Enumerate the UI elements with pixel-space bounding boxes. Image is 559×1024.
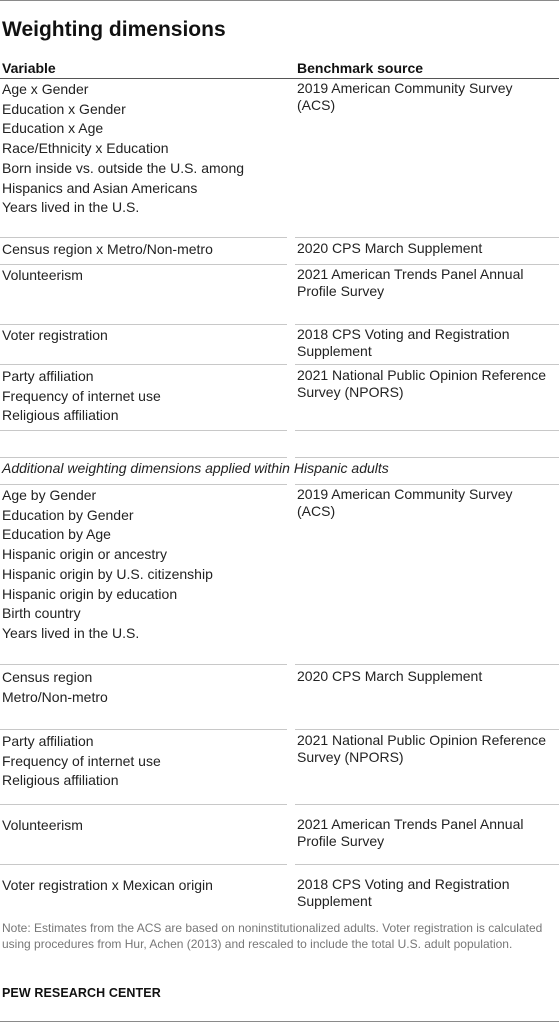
variable-item: Hispanic origin by U.S. citizenship [2,565,213,582]
row-divider [0,430,559,431]
variable-item: Frequency of internet use [2,752,161,769]
variable-item: Frequency of internet use [2,387,161,404]
variable-item: Years lived in the U.S. [2,199,140,216]
bottom-rule [0,1021,559,1022]
variable-item: Volunteerism [2,267,83,283]
top-rule [0,0,559,1]
source-column-header: Benchmark source [297,60,424,76]
table-note: Note: Estimates from the ACS are based o… [2,921,543,951]
variable-item: Voter registration [2,327,108,343]
benchmark-source-cell: 2021 National Public Opinion Reference S… [297,732,547,765]
variable-item: Party affiliation [2,368,94,384]
variable-cell: Party affiliation Frequency of internet u… [2,367,282,426]
benchmark-source-cell: 2018 CPS Voting and Registration Supplem… [297,326,510,359]
row-divider [0,457,559,458]
variable-item: Hispanic origin by education [2,585,178,602]
variable-item: Religious affiliation [2,772,119,789]
variable-item: Census region x Metro/Non-metro [2,241,213,257]
variable-item: Volunteerism [2,817,83,833]
variable-column-header: Variable [2,60,56,76]
variable-cell: Volunteerism [2,816,282,836]
variable-cell: Volunteerism [2,266,282,286]
source-credit: PEW RESEARCH CENTER [2,986,161,1000]
variable-item: Age by Gender [2,487,97,503]
header-rule [0,78,559,79]
benchmark-source-cell: 2020 CPS March Supplement [297,240,483,256]
variable-item: Census region [2,669,93,685]
table-title: Weighting dimensions [2,18,226,41]
row-divider [0,664,559,665]
row-divider [0,264,559,265]
variable-cell: Voter registration [2,326,282,346]
variable-item: Education x Age [2,120,104,137]
variable-item: Education by Gender [2,506,134,523]
row-divider [0,729,559,730]
row-divider [0,324,559,325]
variable-item: Metro/Non-metro [2,688,108,705]
variable-item: Education by Age [2,526,111,543]
benchmark-source-cell: 2021 American Trends Panel Annual Profil… [297,266,524,299]
row-divider [0,864,559,865]
benchmark-source-cell: 2021 American Trends Panel Annual Profil… [297,816,524,849]
benchmark-source-cell: 2019 American Community Survey (ACS) [297,486,513,519]
variable-item: Age x Gender [2,81,89,97]
section-label: Additional weighting dimensions applied … [2,460,389,476]
variable-item: Hispanic origin or ancestry [2,546,167,563]
variable-cell: Census region x Metro/Non-metro [2,240,282,260]
variable-item: Years lived in the U.S. [2,624,140,641]
benchmark-source-cell: 2019 American Community Survey (ACS) [297,80,513,113]
variable-item: Party affiliation [2,733,94,749]
variable-item: Born inside vs. outside the U.S. among H… [2,159,245,196]
variable-cell: Party affiliation Frequency of internet u… [2,732,282,791]
row-divider [0,484,559,485]
variable-cell: Voter registration x Mexican origin [2,876,282,896]
benchmark-source-cell: 2021 National Public Opinion Reference S… [297,367,547,400]
variable-item: Religious affiliation [2,407,119,424]
row-divider [0,804,559,805]
variable-cell: Census region Metro/Non-metro [2,668,282,707]
variable-cell: Age x Gender Education x Gender Education … [2,80,282,218]
variable-item: Race/Ethnicity x Education [2,140,169,157]
benchmark-source-cell: 2020 CPS March Supplement [297,668,483,684]
row-divider [0,364,559,365]
variable-item: Voter registration x Mexican origin [2,877,213,893]
variable-item: Birth country [2,605,81,622]
row-divider [0,237,559,238]
variable-cell: Age by Gender Education by Gender Educatio… [2,486,282,644]
benchmark-source-cell: 2018 CPS Voting and Registration Supplem… [297,876,510,909]
variable-item: Education x Gender [2,100,126,117]
